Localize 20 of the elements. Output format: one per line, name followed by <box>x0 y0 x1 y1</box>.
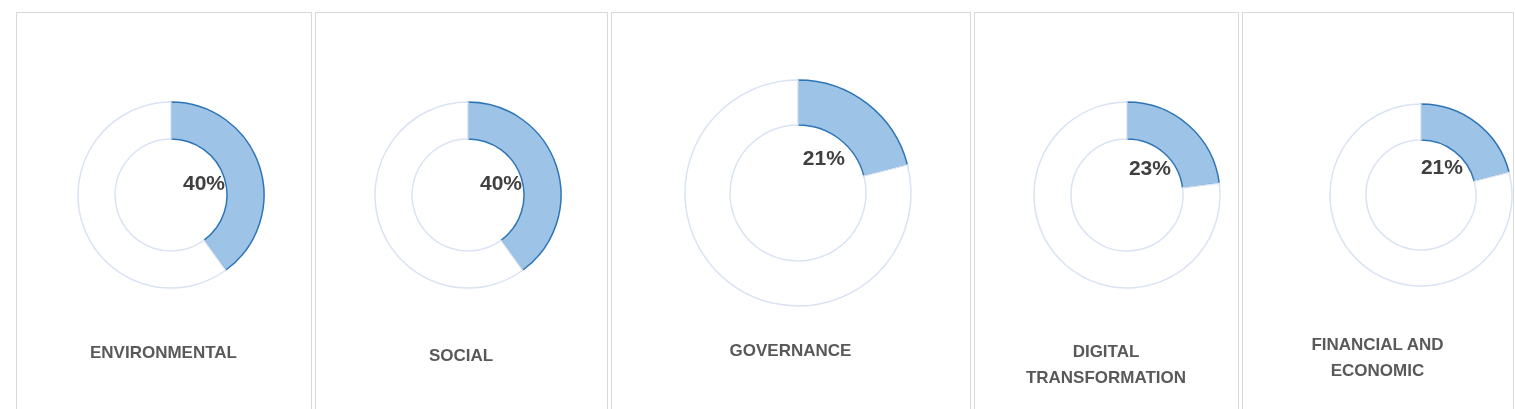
text: GOVERNANCE <box>729 341 852 360</box>
text: SOCIAL <box>428 346 494 365</box>
donut-slice <box>797 79 909 177</box>
donut-slice <box>1033 101 1221 289</box>
donut-slice <box>684 79 912 307</box>
text: FINANCIAL AND ECONOMIC <box>1311 335 1444 380</box>
donut-slice <box>1329 103 1513 287</box>
donut-slice <box>77 101 227 289</box>
donut-slice <box>1420 103 1510 183</box>
donut-slice <box>1126 101 1221 189</box>
data-label: 40% <box>480 170 523 194</box>
donut-slice <box>467 101 562 271</box>
text: ENVIRONMENTAL <box>89 343 238 362</box>
donut-slice <box>170 101 265 271</box>
data-label: 21% <box>1420 154 1464 178</box>
text: DIGITAL TRANSFORMATION <box>1025 342 1187 387</box>
data-label: 40% <box>183 170 226 194</box>
data-label: 21% <box>802 146 846 170</box>
data-label: 23% <box>1128 155 1172 179</box>
donut-slice <box>374 101 524 289</box>
